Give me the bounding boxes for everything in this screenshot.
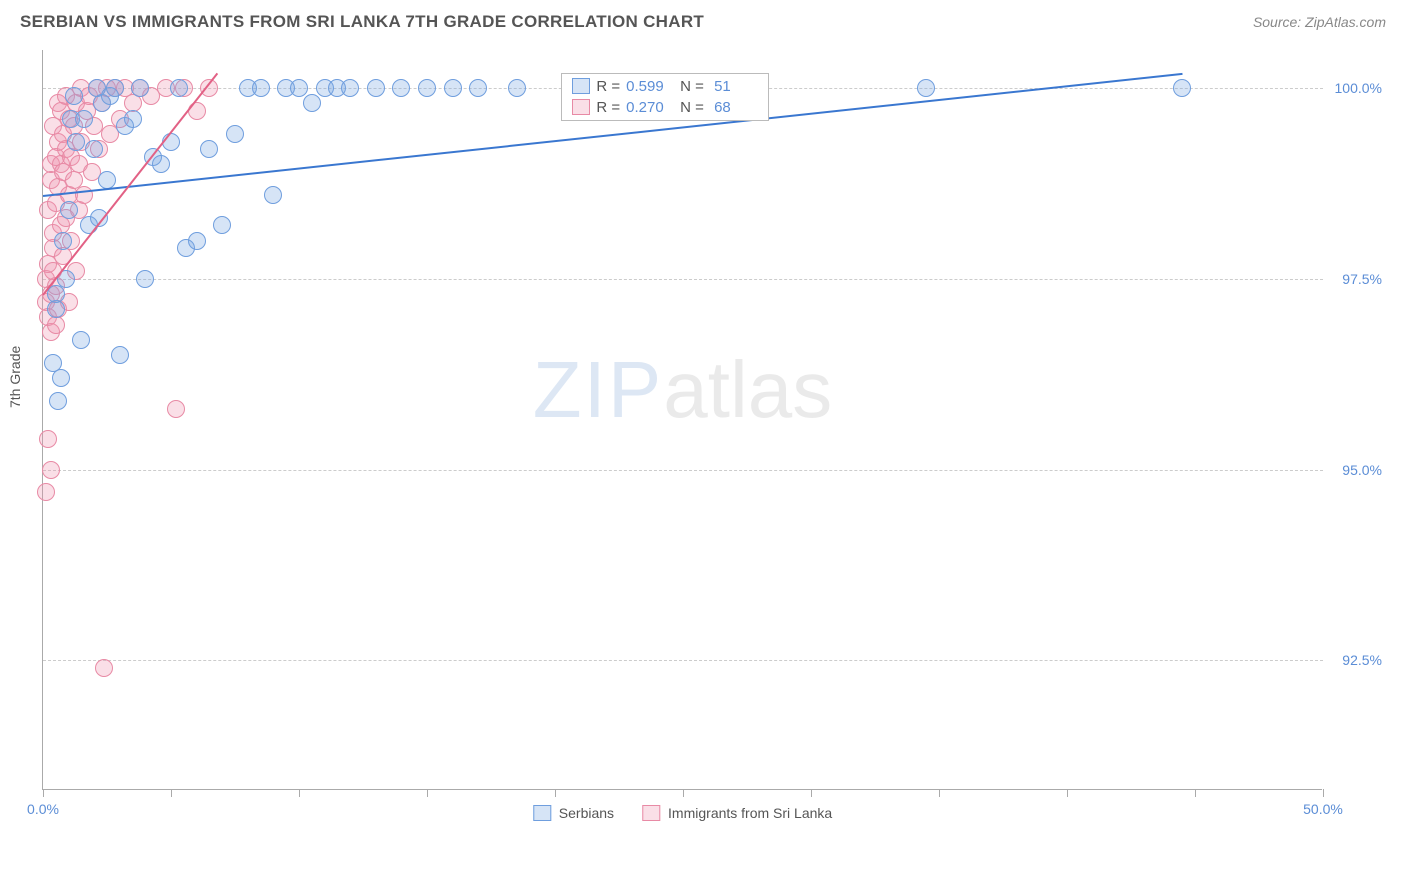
legend-swatch	[572, 99, 590, 115]
scatter-point	[75, 186, 93, 204]
scatter-point	[917, 79, 935, 97]
scatter-point	[42, 461, 60, 479]
watermark-atlas: atlas	[663, 345, 832, 434]
x-tick	[1195, 789, 1196, 797]
chart-container: 7th Grade ZIPatlas 92.5%95.0%97.5%100.0%…	[42, 50, 1382, 820]
x-tick-label: 0.0%	[27, 801, 59, 817]
scatter-point	[37, 483, 55, 501]
scatter-point	[290, 79, 308, 97]
scatter-point	[136, 270, 154, 288]
x-tick	[811, 789, 812, 797]
y-tick-label: 92.5%	[1342, 652, 1382, 668]
scatter-point	[226, 125, 244, 143]
y-tick-label: 95.0%	[1342, 462, 1382, 478]
scatter-point	[200, 140, 218, 158]
chart-title: SERBIAN VS IMMIGRANTS FROM SRI LANKA 7TH…	[20, 12, 704, 32]
scatter-point	[65, 87, 83, 105]
stat-row: R = 0.270 N = 68	[562, 97, 768, 118]
x-tick	[299, 789, 300, 797]
scatter-point	[52, 369, 70, 387]
scatter-point	[167, 400, 185, 418]
legend-item: Serbians	[533, 805, 614, 821]
scatter-point	[85, 140, 103, 158]
scatter-point	[124, 110, 142, 128]
watermark-zip: ZIP	[533, 345, 663, 434]
scatter-point	[252, 79, 270, 97]
scatter-point	[39, 430, 57, 448]
y-axis-label: 7th Grade	[7, 345, 23, 407]
scatter-point	[98, 171, 116, 189]
gridline-h	[43, 470, 1323, 471]
x-tick	[1067, 789, 1068, 797]
chart-header: SERBIAN VS IMMIGRANTS FROM SRI LANKA 7TH…	[0, 0, 1406, 40]
scatter-point	[264, 186, 282, 204]
stat-n-label: N =	[680, 78, 704, 95]
legend: Serbians Immigrants from Sri Lanka	[533, 805, 832, 821]
legend-label: Immigrants from Sri Lanka	[668, 805, 832, 821]
scatter-point	[444, 79, 462, 97]
scatter-point	[508, 79, 526, 97]
gridline-h	[43, 660, 1323, 661]
scatter-point	[418, 79, 436, 97]
scatter-point	[170, 79, 188, 97]
x-tick	[939, 789, 940, 797]
scatter-point	[60, 201, 78, 219]
legend-swatch	[642, 805, 660, 821]
stat-r-value: 0.270	[626, 99, 674, 116]
scatter-point	[341, 79, 359, 97]
scatter-point	[54, 232, 72, 250]
scatter-point	[303, 94, 321, 112]
scatter-point	[95, 659, 113, 677]
y-tick-label: 100.0%	[1335, 80, 1382, 96]
stat-r-label: R =	[596, 99, 620, 116]
scatter-point	[213, 216, 231, 234]
x-tick	[171, 789, 172, 797]
scatter-point	[392, 79, 410, 97]
stat-row: R = 0.599 N = 51	[562, 76, 768, 97]
legend-swatch	[572, 78, 590, 94]
stat-n-label: N =	[680, 99, 704, 116]
y-tick-label: 97.5%	[1342, 271, 1382, 287]
legend-swatch	[533, 805, 551, 821]
plot-area: 7th Grade ZIPatlas 92.5%95.0%97.5%100.0%…	[42, 50, 1322, 790]
legend-item: Immigrants from Sri Lanka	[642, 805, 832, 821]
chart-source: Source: ZipAtlas.com	[1253, 14, 1386, 30]
x-tick-label: 50.0%	[1303, 801, 1343, 817]
stat-n-value: 68	[710, 99, 758, 116]
legend-label: Serbians	[559, 805, 614, 821]
scatter-point	[188, 232, 206, 250]
scatter-point	[111, 346, 129, 364]
stat-n-value: 51	[710, 78, 758, 95]
scatter-point	[152, 155, 170, 173]
scatter-point	[1173, 79, 1191, 97]
scatter-point	[131, 79, 149, 97]
scatter-point	[72, 331, 90, 349]
scatter-point	[469, 79, 487, 97]
correlation-stat-box: R = 0.599 N = 51 R = 0.270 N = 68	[561, 73, 769, 121]
scatter-point	[49, 392, 67, 410]
stat-r-value: 0.599	[626, 78, 674, 95]
scatter-point	[106, 79, 124, 97]
x-tick	[555, 789, 556, 797]
x-tick	[1323, 789, 1324, 797]
watermark: ZIPatlas	[533, 344, 832, 436]
x-tick	[427, 789, 428, 797]
gridline-h	[43, 279, 1323, 280]
scatter-point	[367, 79, 385, 97]
x-tick	[683, 789, 684, 797]
scatter-point	[75, 110, 93, 128]
x-tick	[43, 789, 44, 797]
scatter-point	[67, 133, 85, 151]
stat-r-label: R =	[596, 78, 620, 95]
